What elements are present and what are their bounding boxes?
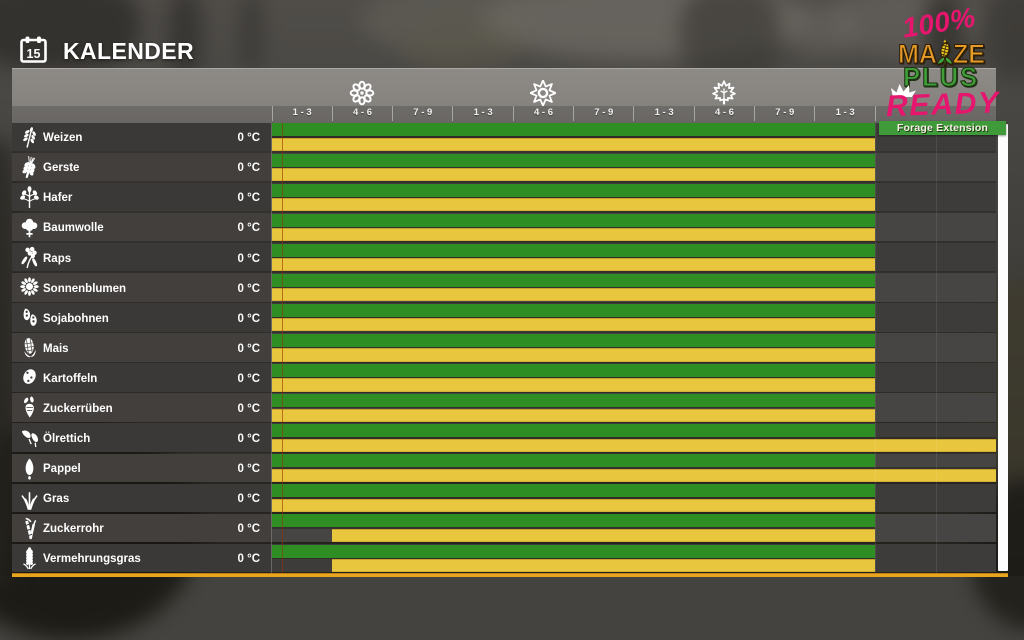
svg-text:15: 15 (27, 47, 41, 61)
